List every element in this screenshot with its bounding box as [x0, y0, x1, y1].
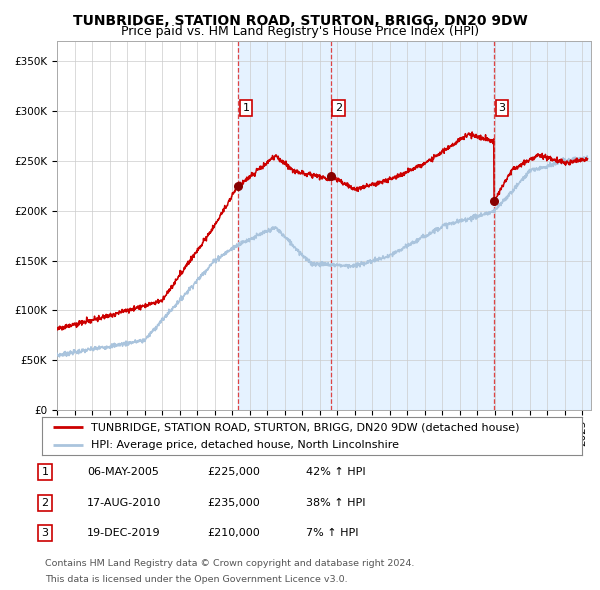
Text: 38% ↑ HPI: 38% ↑ HPI: [306, 498, 365, 507]
Bar: [331, 41, 494, 410]
Text: £235,000: £235,000: [207, 498, 260, 507]
Text: 3: 3: [41, 529, 49, 538]
Text: HPI: Average price, detached house, North Lincolnshire: HPI: Average price, detached house, Nort…: [91, 440, 398, 450]
Text: 3: 3: [499, 103, 505, 113]
Text: 06-MAY-2005: 06-MAY-2005: [87, 467, 159, 477]
Text: 2: 2: [41, 498, 49, 507]
Text: 19-DEC-2019: 19-DEC-2019: [87, 529, 161, 538]
Bar: [238, 41, 331, 410]
Bar: [494, 41, 591, 410]
Text: 7% ↑ HPI: 7% ↑ HPI: [306, 529, 359, 538]
Text: 17-AUG-2010: 17-AUG-2010: [87, 498, 161, 507]
Text: £225,000: £225,000: [207, 467, 260, 477]
Text: 42% ↑ HPI: 42% ↑ HPI: [306, 467, 365, 477]
Text: 2: 2: [335, 103, 342, 113]
Text: 1: 1: [242, 103, 250, 113]
Text: Price paid vs. HM Land Registry's House Price Index (HPI): Price paid vs. HM Land Registry's House …: [121, 25, 479, 38]
Text: TUNBRIDGE, STATION ROAD, STURTON, BRIGG, DN20 9DW: TUNBRIDGE, STATION ROAD, STURTON, BRIGG,…: [73, 14, 527, 28]
Text: TUNBRIDGE, STATION ROAD, STURTON, BRIGG, DN20 9DW (detached house): TUNBRIDGE, STATION ROAD, STURTON, BRIGG,…: [91, 422, 519, 432]
Text: Contains HM Land Registry data © Crown copyright and database right 2024.: Contains HM Land Registry data © Crown c…: [45, 559, 415, 568]
Text: £210,000: £210,000: [207, 529, 260, 538]
Text: 1: 1: [41, 467, 49, 477]
Text: This data is licensed under the Open Government Licence v3.0.: This data is licensed under the Open Gov…: [45, 575, 347, 584]
